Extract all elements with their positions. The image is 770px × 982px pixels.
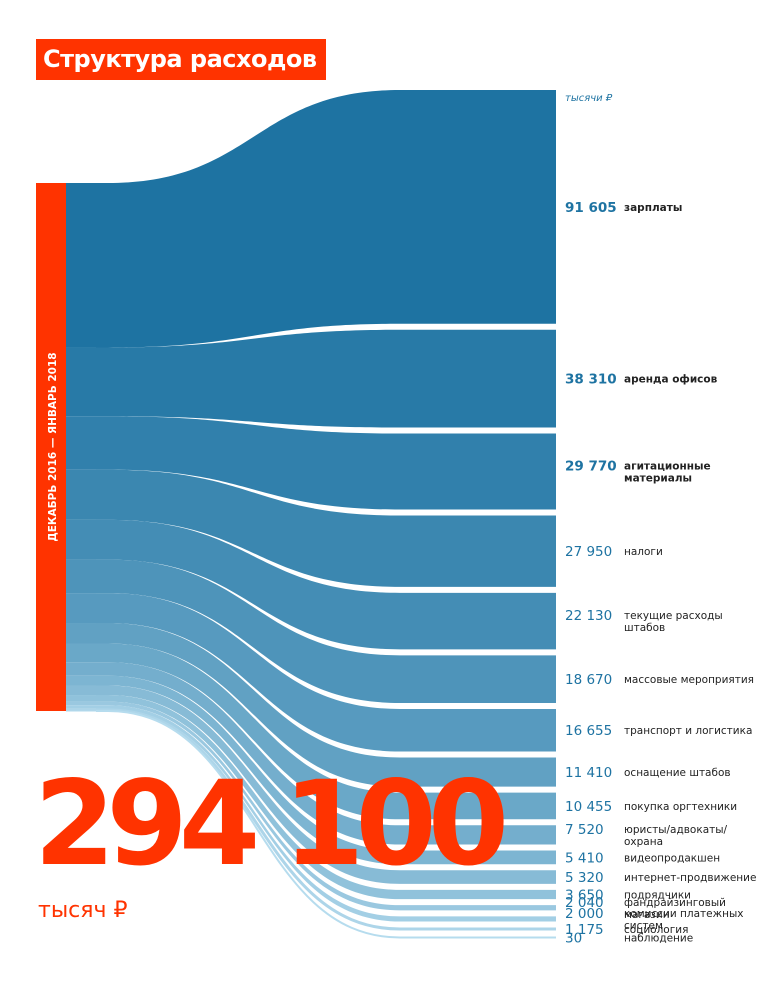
category-label-line: социология xyxy=(624,924,688,936)
flow-band xyxy=(96,519,556,650)
flow-band xyxy=(96,559,556,703)
category-label: оснащение штабов xyxy=(624,767,731,779)
value-label: 2 040 xyxy=(565,895,604,911)
category-label: интернет-продвижение xyxy=(624,872,756,884)
flow-band xyxy=(96,708,556,931)
category-label: подрядчики xyxy=(624,890,691,902)
category-label: покупка оргтехники xyxy=(624,801,737,813)
category-label: наблюдение xyxy=(624,932,693,944)
source-segment xyxy=(66,695,96,702)
value-label: 29 770 xyxy=(565,459,617,475)
source-segment xyxy=(66,708,96,711)
flows-layer xyxy=(96,90,556,939)
category-label: аренда офисов xyxy=(624,374,718,386)
category-label-line: текущие расходы xyxy=(624,610,723,622)
category-label-line: зарплаты xyxy=(624,202,682,214)
flow-band xyxy=(96,416,556,510)
category-label: социология xyxy=(624,924,688,936)
value-label: 16 655 xyxy=(565,723,612,739)
flow-band xyxy=(96,593,556,752)
category-label-line: налоги xyxy=(624,546,663,558)
value-label: 38 310 xyxy=(565,372,617,388)
value-label: 18 670 xyxy=(565,672,612,688)
category-label-line: видеопродакшен xyxy=(624,852,720,864)
flow-band xyxy=(96,662,556,845)
category-label: комиссии платежных систем xyxy=(624,908,743,932)
source-stack xyxy=(66,183,96,712)
source-segment xyxy=(66,685,96,696)
category-label-line: штабов xyxy=(624,622,665,634)
source-segment xyxy=(66,559,96,594)
period-bar xyxy=(36,183,66,711)
category-label-line: комиссии платежных xyxy=(624,908,743,920)
category-label: фандрайзинговый магазин xyxy=(624,897,726,921)
flow-band xyxy=(96,329,556,428)
source-segment xyxy=(66,183,96,348)
flow-band xyxy=(96,623,556,787)
category-label-line: юристы/адвокаты/ xyxy=(624,824,728,836)
category-label-line: систем xyxy=(624,920,663,932)
flow-band xyxy=(96,685,556,884)
category-label: зарплаты xyxy=(624,202,682,214)
category-label-line: транспорт и логистика xyxy=(624,725,752,737)
total-unit: тысяч ₽ xyxy=(38,898,128,923)
value-label: 7 520 xyxy=(565,822,604,838)
source-segment xyxy=(66,519,96,560)
source-segment xyxy=(66,593,96,624)
total-amount: 294 100 xyxy=(34,755,509,892)
source-segment xyxy=(66,469,96,520)
category-label: транспорт и логистика xyxy=(624,725,752,737)
value-label: 10 455 xyxy=(565,799,612,815)
source-segment xyxy=(66,710,96,712)
source-segment xyxy=(66,701,96,706)
value-label: 5 410 xyxy=(565,850,604,866)
source-segment xyxy=(66,416,96,470)
category-label: налоги xyxy=(624,546,663,558)
value-label: 22 130 xyxy=(565,608,612,624)
category-label-line: магазин xyxy=(624,909,670,921)
source-segment xyxy=(66,662,96,676)
flow-band xyxy=(96,90,556,348)
category-label-line: охрана xyxy=(624,836,663,848)
source-segment xyxy=(66,643,96,663)
category-label-line: аренда офисов xyxy=(624,374,718,386)
value-label: 11 410 xyxy=(565,765,612,781)
source-segment xyxy=(66,623,96,644)
category-label: видеопродакшен xyxy=(624,852,720,864)
value-label: 5 320 xyxy=(565,870,604,886)
value-label: 2 000 xyxy=(565,906,604,922)
period-label: ДЕКАБРЬ 2016 — ЯНВАРЬ 2018 xyxy=(47,352,59,541)
flow-band xyxy=(96,469,556,587)
value-label: 30 xyxy=(565,930,582,946)
value-label: 3 650 xyxy=(565,888,604,904)
category-label-line: интернет-продвижение xyxy=(624,872,756,884)
category-label-line: агитационные xyxy=(624,461,711,473)
flow-band xyxy=(96,643,556,820)
category-label: массовые мероприятия xyxy=(624,674,754,686)
category-label-line: подрядчики xyxy=(624,890,691,902)
flow-band xyxy=(96,709,556,939)
flow-band xyxy=(96,695,556,900)
category-label-line: оснащение штабов xyxy=(624,767,731,779)
unit-label: тысячи ₽ xyxy=(565,93,613,104)
value-label: 91 605 xyxy=(565,200,617,216)
category-label: текущие расходы штабов xyxy=(624,610,723,634)
category-label-line: наблюдение xyxy=(624,932,693,944)
category-label-line: покупка оргтехники xyxy=(624,801,737,813)
value-label: 1 175 xyxy=(565,922,604,938)
flow-band xyxy=(96,675,556,865)
category-label-line: массовые мероприятия xyxy=(624,674,754,686)
category-label-line: материалы xyxy=(624,473,692,485)
category-label: юристы/адвокаты/охрана xyxy=(624,824,728,848)
chart-title: Структура расходов xyxy=(36,39,326,80)
category-label: агитационные материалы xyxy=(624,461,711,485)
category-label-line: фандрайзинговый xyxy=(624,897,726,909)
source-segment xyxy=(66,705,96,709)
value-label: 27 950 xyxy=(565,544,612,560)
source-segment xyxy=(66,347,96,417)
source-segment xyxy=(66,675,96,686)
labels-layer: 91 605 зарплаты 38 310 аренда офисов 29 770 а… xyxy=(565,200,756,947)
